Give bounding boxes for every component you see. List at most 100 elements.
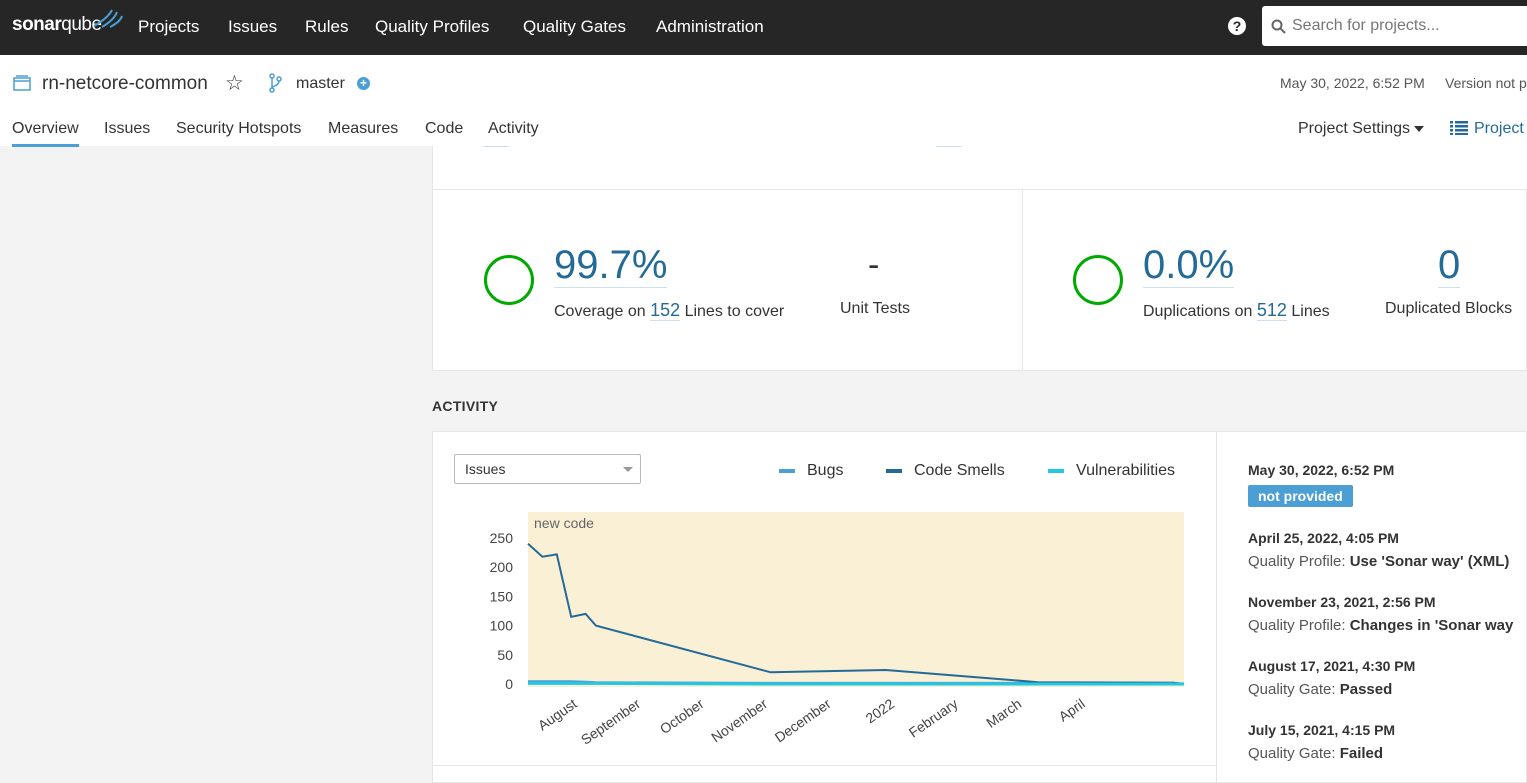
event-desc-label: Quality Gate:	[1248, 681, 1336, 698]
x-tick-label: February	[906, 695, 961, 740]
y-tick-label: 200	[490, 559, 514, 575]
legend-swatch	[1048, 468, 1064, 473]
activity-bottom-divider	[433, 765, 1216, 766]
measures-card: 99.7% Coverage on 152 Lines to cover - U…	[432, 190, 1527, 371]
nav-issues[interactable]: Issues	[228, 17, 278, 36]
graph-type-select[interactable]: Issues	[454, 454, 641, 484]
nav-quality-gates[interactable]: Quality Gates	[523, 17, 626, 36]
project-settings-label: Project Settings	[1298, 120, 1411, 137]
event-desc-value[interactable]: Changes in 'Sonar way	[1349, 617, 1514, 634]
project-name[interactable]: rn-netcore-common	[42, 73, 208, 94]
duplicated-blocks-value[interactable]: 0	[1438, 243, 1461, 288]
legend-swatch	[886, 468, 902, 473]
tab-overview[interactable]: Overview	[12, 120, 79, 147]
nav-administration[interactable]: Administration	[656, 17, 764, 36]
coverage-prefix: Coverage on	[554, 303, 646, 320]
event-item: November 23, 2021, 2:56 PM Quality Profi…	[1248, 594, 1527, 634]
y-tick-label: 150	[490, 588, 514, 604]
logo-waves-icon	[93, 9, 123, 28]
sonarqube-logo[interactable]: sonarqube	[12, 9, 123, 36]
measures-divider	[1022, 190, 1023, 370]
duplications-value[interactable]: 0.0%	[1143, 243, 1235, 288]
coverage-ring-icon	[484, 255, 534, 305]
activity-divider	[1216, 432, 1217, 783]
legend-label: Vulnerabilities	[1076, 462, 1176, 479]
event-item: July 15, 2021, 4:15 PM Quality Gate: Fai…	[1248, 722, 1527, 762]
coverage-suffix: Lines to cover	[684, 303, 785, 320]
event-description: Quality Gate: Failed	[1248, 745, 1527, 762]
chevron-down-icon	[1414, 125, 1425, 132]
analysis-date: May 30, 2022, 6:52 PM	[1280, 75, 1425, 91]
graph-type-selected-value: Issues	[465, 461, 506, 477]
activity-panel: Issues Bugs Code Smells Vulnerabilities …	[432, 431, 1527, 783]
unit-tests-value: -	[868, 246, 880, 284]
event-date: November 23, 2021, 2:56 PM	[1248, 594, 1436, 610]
help-icon[interactable]: ?	[1228, 17, 1246, 35]
x-tick-label: November	[708, 695, 770, 745]
tab-measures[interactable]: Measures	[328, 120, 399, 137]
x-tick-label: April	[1056, 695, 1088, 724]
event-desc-label: Quality Profile:	[1248, 553, 1346, 570]
logo-text-bold: sonar	[12, 14, 62, 35]
legend-vulnerabilities: Vulnerabilities	[1048, 462, 1175, 480]
nav-rules[interactable]: Rules	[305, 17, 349, 36]
logo-text-light: qube	[61, 14, 102, 35]
nav-quality-profiles[interactable]: Quality Profiles	[375, 17, 490, 36]
version-badge: not provided	[1248, 485, 1353, 507]
nav-projects[interactable]: Projects	[138, 17, 200, 36]
project-icon	[13, 75, 31, 91]
add-branch-plus-icon[interactable]: +	[357, 77, 370, 90]
project-information-button[interactable]: Project	[1450, 120, 1524, 138]
series-line-code-smells	[527, 543, 1185, 685]
y-axis: 0 50 100 150 200 250	[490, 530, 514, 692]
event-desc-label: Quality Gate:	[1248, 745, 1336, 762]
x-tick-label: March	[983, 695, 1024, 730]
event-description: Quality Profile: Changes in 'Sonar way	[1248, 617, 1527, 634]
tab-security-hotspots[interactable]: Security Hotspots	[176, 120, 302, 137]
x-tick-label: October	[657, 695, 707, 737]
event-desc-value: Passed	[1339, 681, 1393, 698]
series-lines	[527, 543, 1185, 686]
project-header: rn-netcore-common ☆ master + May 30, 202…	[0, 55, 1527, 147]
tab-activity[interactable]: Activity	[488, 120, 539, 137]
project-settings-dropdown[interactable]: Project Settings	[1298, 120, 1425, 138]
coverage-lines-link[interactable]: 152	[650, 300, 681, 321]
new-code-area	[528, 512, 1184, 687]
event-desc-value[interactable]: Use 'Sonar way' (XML)	[1349, 553, 1510, 570]
y-tick-label: 0	[505, 676, 513, 692]
event-description: Quality Gate: Passed	[1248, 681, 1527, 698]
tab-code[interactable]: Code	[425, 120, 464, 137]
new-code-label: new code	[534, 515, 594, 531]
search-icon	[1271, 19, 1286, 34]
underline-fragment	[483, 146, 509, 147]
activity-section-title: ACTIVITY	[432, 398, 499, 414]
event-description: Quality Profile: Use 'Sonar way' (XML)	[1248, 553, 1527, 570]
duplications-prefix: Duplications on	[1143, 303, 1253, 320]
branch-name[interactable]: master	[296, 75, 345, 92]
x-tick-label: September	[578, 695, 644, 748]
x-tick-label: December	[772, 695, 834, 745]
duplications-lines-link[interactable]: 512	[1256, 300, 1287, 321]
search-input[interactable]	[1292, 15, 1522, 37]
unit-tests-label: Unit Tests	[840, 300, 910, 317]
issues-chart[interactable]: new code 0 50 100 150 200 250 AugustSeptember…	[433, 432, 1216, 765]
search-box[interactable]	[1262, 6, 1527, 46]
event-date: May 30, 2022, 6:52 PM	[1248, 462, 1395, 478]
duplications-suffix: Lines	[1291, 303, 1330, 320]
event-item: May 30, 2022, 6:52 PM not provided	[1248, 462, 1527, 507]
y-tick-label: 50	[497, 647, 513, 663]
duplicated-blocks-label: Duplicated Blocks	[1385, 300, 1513, 317]
event-desc-label: Quality Profile:	[1248, 617, 1346, 634]
tab-issues[interactable]: Issues	[104, 120, 151, 137]
underline-fragment	[936, 146, 962, 147]
favorite-star-icon[interactable]: ☆	[225, 72, 244, 95]
duplications-label: Duplications on 512 Lines	[1143, 300, 1330, 321]
x-tick-label: 2022	[863, 695, 898, 726]
legend-label: Bugs	[807, 462, 844, 479]
duplications-ring-icon	[1073, 255, 1123, 305]
quality-gate-card-fragment	[432, 146, 1527, 190]
top-navigation: sonarqube Projects Issues Rules Quality …	[0, 0, 1527, 55]
coverage-value[interactable]: 99.7%	[554, 243, 668, 288]
event-item: April 25, 2022, 4:05 PM Quality Profile:…	[1248, 530, 1527, 570]
